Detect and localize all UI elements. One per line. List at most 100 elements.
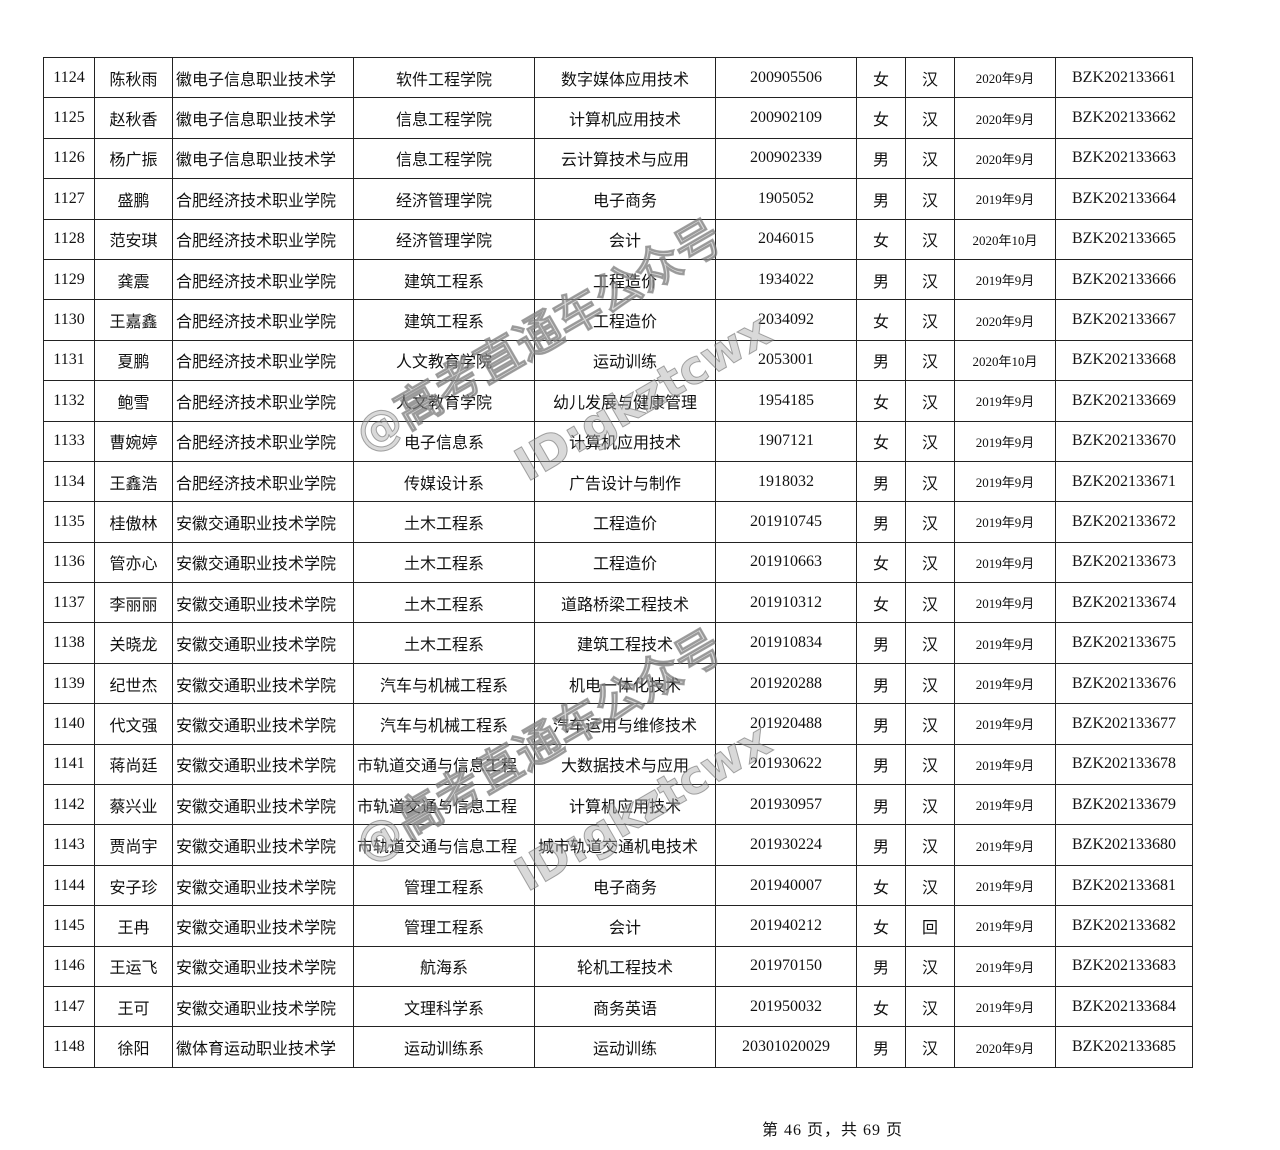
cell-cert-number: BZK202133679 bbox=[1055, 784, 1193, 826]
cell-seq: 1144 bbox=[43, 864, 95, 907]
cell-gender: 女 bbox=[856, 56, 906, 99]
cell-cert-number: BZK202133665 bbox=[1055, 218, 1193, 260]
table-row: 1130 王嘉鑫 合肥经济技术职业学院 建筑工程系 工程造价 2034092 女汉 2020年… bbox=[43, 299, 1193, 341]
cell-gender: 男 bbox=[856, 784, 906, 826]
cell-seq: 1130 bbox=[43, 299, 95, 341]
cell-department: 市轨道交通与信息工程 bbox=[353, 824, 535, 866]
cell-school: 安徽交通职业技术学院 bbox=[172, 985, 354, 1028]
cell-gender: 男 bbox=[856, 743, 906, 786]
cell-gender: 女 bbox=[856, 582, 906, 624]
cell-name: 龚震 bbox=[94, 258, 173, 301]
cell-department: 信息工程学院 bbox=[353, 137, 535, 180]
cell-cert-number: BZK202133662 bbox=[1055, 97, 1193, 139]
cell-name: 王可 bbox=[94, 985, 173, 1028]
cell-student-id: 2053001 bbox=[715, 339, 857, 382]
cell-department: 运动训练系 bbox=[353, 1026, 535, 1068]
cell-ethnicity: 汉 bbox=[905, 784, 955, 826]
cell-major: 工程造价 bbox=[534, 541, 716, 584]
cell-department: 经济管理学院 bbox=[353, 218, 535, 260]
cell-department: 人文教育学院 bbox=[353, 380, 535, 422]
student-table: 1124 陈秋雨 徽电子信息职业技术学 软件工程学院 数字媒体应用技术 200905506… bbox=[43, 56, 1193, 1068]
cell-ethnicity: 汉 bbox=[905, 582, 955, 624]
cell-name: 蔡兴业 bbox=[94, 784, 173, 826]
cell-major: 运动训练 bbox=[534, 339, 716, 382]
cell-cert-number: BZK202133668 bbox=[1055, 339, 1193, 382]
cell-student-id: 201940007 bbox=[715, 864, 857, 907]
cell-cert-number: BZK202133670 bbox=[1055, 420, 1193, 462]
cell-name: 杨广振 bbox=[94, 137, 173, 180]
table-row: 1128 范安琪 合肥经济技术职业学院 经济管理学院 会计 2046015 女汉 2020年1… bbox=[43, 218, 1193, 260]
cell-major: 计算机应用技术 bbox=[534, 784, 716, 826]
cell-cert-number: BZK202133671 bbox=[1055, 460, 1193, 503]
cell-major: 道路桥梁工程技术 bbox=[534, 582, 716, 624]
cell-student-id: 201910745 bbox=[715, 501, 857, 543]
cell-major: 会计 bbox=[534, 218, 716, 260]
cell-cert-number: BZK202133684 bbox=[1055, 985, 1193, 1028]
cell-ethnicity: 汉 bbox=[905, 824, 955, 866]
cell-cert-number: BZK202133669 bbox=[1055, 380, 1193, 422]
cell-enroll-date: 2019年9月 bbox=[954, 460, 1056, 503]
table-row: 1141 蒋尚廷 安徽交通职业技术学院 市轨道交通与信息工程 大数据技术与应用 20193… bbox=[43, 743, 1193, 786]
cell-school: 安徽交通职业技术学院 bbox=[172, 541, 354, 584]
cell-school: 合肥经济技术职业学院 bbox=[172, 460, 354, 503]
cell-department: 经济管理学院 bbox=[353, 178, 535, 220]
table-row: 1137 李丽丽 安徽交通职业技术学院 土木工程系 道路桥梁工程技术 201910312 女… bbox=[43, 582, 1193, 624]
cell-seq: 1143 bbox=[43, 824, 95, 866]
cell-seq: 1145 bbox=[43, 905, 95, 947]
cell-enroll-date: 2019年9月 bbox=[954, 824, 1056, 866]
table-body: 1124 陈秋雨 徽电子信息职业技术学 软件工程学院 数字媒体应用技术 200905506… bbox=[43, 56, 1193, 1068]
cell-ethnicity: 汉 bbox=[905, 1026, 955, 1068]
cell-enroll-date: 2020年9月 bbox=[954, 56, 1056, 99]
cell-ethnicity: 汉 bbox=[905, 985, 955, 1028]
cell-seq: 1127 bbox=[43, 178, 95, 220]
cell-seq: 1148 bbox=[43, 1026, 95, 1068]
cell-major: 建筑工程技术 bbox=[534, 622, 716, 664]
cell-cert-number: BZK202133680 bbox=[1055, 824, 1193, 866]
cell-seq: 1138 bbox=[43, 622, 95, 664]
cell-major: 运动训练 bbox=[534, 1026, 716, 1068]
cell-student-id: 201910663 bbox=[715, 541, 857, 584]
cell-name: 徐阳 bbox=[94, 1026, 173, 1068]
cell-name: 纪世杰 bbox=[94, 662, 173, 705]
cell-department: 管理工程系 bbox=[353, 905, 535, 947]
cell-enroll-date: 2020年9月 bbox=[954, 299, 1056, 341]
cell-name: 贾尚宇 bbox=[94, 824, 173, 866]
cell-student-id: 201930224 bbox=[715, 824, 857, 866]
cell-major: 电子商务 bbox=[534, 864, 716, 907]
cell-school: 安徽交通职业技术学院 bbox=[172, 662, 354, 705]
cell-enroll-date: 2019年9月 bbox=[954, 622, 1056, 664]
cell-seq: 1132 bbox=[43, 380, 95, 422]
cell-seq: 1125 bbox=[43, 97, 95, 139]
table-row: 1143 贾尚宇 安徽交通职业技术学院 市轨道交通与信息工程 城市轨道交通机电技术 201… bbox=[43, 824, 1193, 866]
cell-enroll-date: 2020年9月 bbox=[954, 97, 1056, 139]
cell-seq: 1134 bbox=[43, 460, 95, 503]
cell-enroll-date: 2020年10月 bbox=[954, 339, 1056, 382]
table-row: 1125 赵秋香 徽电子信息职业技术学 信息工程学院 计算机应用技术 200902109 女… bbox=[43, 97, 1193, 139]
cell-student-id: 201930622 bbox=[715, 743, 857, 786]
cell-cert-number: BZK202133663 bbox=[1055, 137, 1193, 180]
cell-name: 王冉 bbox=[94, 905, 173, 947]
cell-gender: 男 bbox=[856, 460, 906, 503]
cell-gender: 女 bbox=[856, 299, 906, 341]
cell-seq: 1142 bbox=[43, 784, 95, 826]
cell-name: 李丽丽 bbox=[94, 582, 173, 624]
cell-student-id: 201920488 bbox=[715, 703, 857, 745]
cell-major: 云计算技术与应用 bbox=[534, 137, 716, 180]
cell-department: 管理工程系 bbox=[353, 864, 535, 907]
cell-school: 安徽交通职业技术学院 bbox=[172, 905, 354, 947]
cell-student-id: 2046015 bbox=[715, 218, 857, 260]
cell-seq: 1141 bbox=[43, 743, 95, 786]
table-row: 1127 盛鹏 合肥经济技术职业学院 经济管理学院 电子商务 1905052 男汉 2019年… bbox=[43, 178, 1193, 220]
cell-major: 会计 bbox=[534, 905, 716, 947]
cell-major: 机电一体化技术 bbox=[534, 662, 716, 705]
cell-student-id: 200902109 bbox=[715, 97, 857, 139]
cell-student-id: 201920288 bbox=[715, 662, 857, 705]
page-number: 第 46 页，共 69 页 bbox=[762, 1122, 904, 1139]
cell-cert-number: BZK202133661 bbox=[1055, 56, 1193, 99]
cell-enroll-date: 2019年9月 bbox=[954, 703, 1056, 745]
cell-enroll-date: 2019年9月 bbox=[954, 178, 1056, 220]
cell-cert-number: BZK202133681 bbox=[1055, 864, 1193, 907]
cell-school: 安徽交通职业技术学院 bbox=[172, 582, 354, 624]
cell-gender: 男 bbox=[856, 824, 906, 866]
cell-gender: 女 bbox=[856, 541, 906, 584]
